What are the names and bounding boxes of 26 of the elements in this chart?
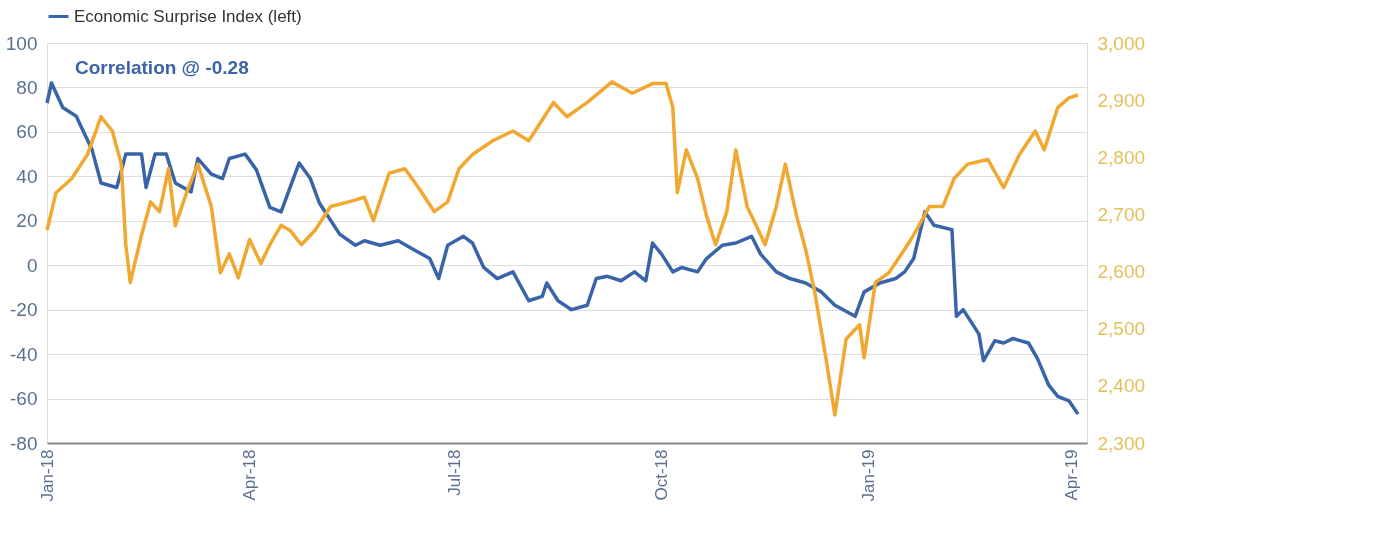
x-tick-label: Jul-18 — [444, 449, 464, 496]
y-tick-label: 40 — [16, 165, 38, 187]
y-tick-label: -40 — [10, 343, 38, 365]
x-tick-label: Oct-18 — [652, 449, 672, 501]
y-tick-label: 80 — [16, 76, 38, 98]
y2-tick-label: 2,600 — [1097, 261, 1146, 283]
y-tick-label: 20 — [16, 210, 38, 232]
y-tick-label: 60 — [16, 121, 38, 143]
y-tick-label: 100 — [5, 32, 38, 54]
y2-tick-label: 2,400 — [1097, 375, 1146, 397]
annotation: Correlation @ -0.28 — [75, 57, 249, 78]
x-tick-label: Apr-18 — [240, 449, 260, 501]
y-tick-label: -60 — [10, 388, 38, 410]
y2-tick-label: 2,700 — [1097, 203, 1146, 225]
y2-tick-label: 2,900 — [1097, 89, 1146, 111]
y2-tick-label: 2,800 — [1097, 146, 1146, 168]
y2-tick-label: 3,000 — [1097, 32, 1146, 54]
x-tick-label: Jan-18 — [37, 449, 57, 502]
y-tick-label: 0 — [26, 254, 38, 276]
y-tick-label: -20 — [10, 299, 38, 321]
legend-label: Economic Surprise Index (left) — [74, 6, 302, 26]
y-tick-label: -80 — [10, 432, 38, 454]
y2-tick-label: 2,500 — [1097, 318, 1146, 340]
x-tick-label: Jan-19 — [859, 449, 879, 502]
y2-tick-label: 2,300 — [1097, 432, 1146, 454]
x-tick-label: Apr-19 — [1061, 449, 1081, 501]
